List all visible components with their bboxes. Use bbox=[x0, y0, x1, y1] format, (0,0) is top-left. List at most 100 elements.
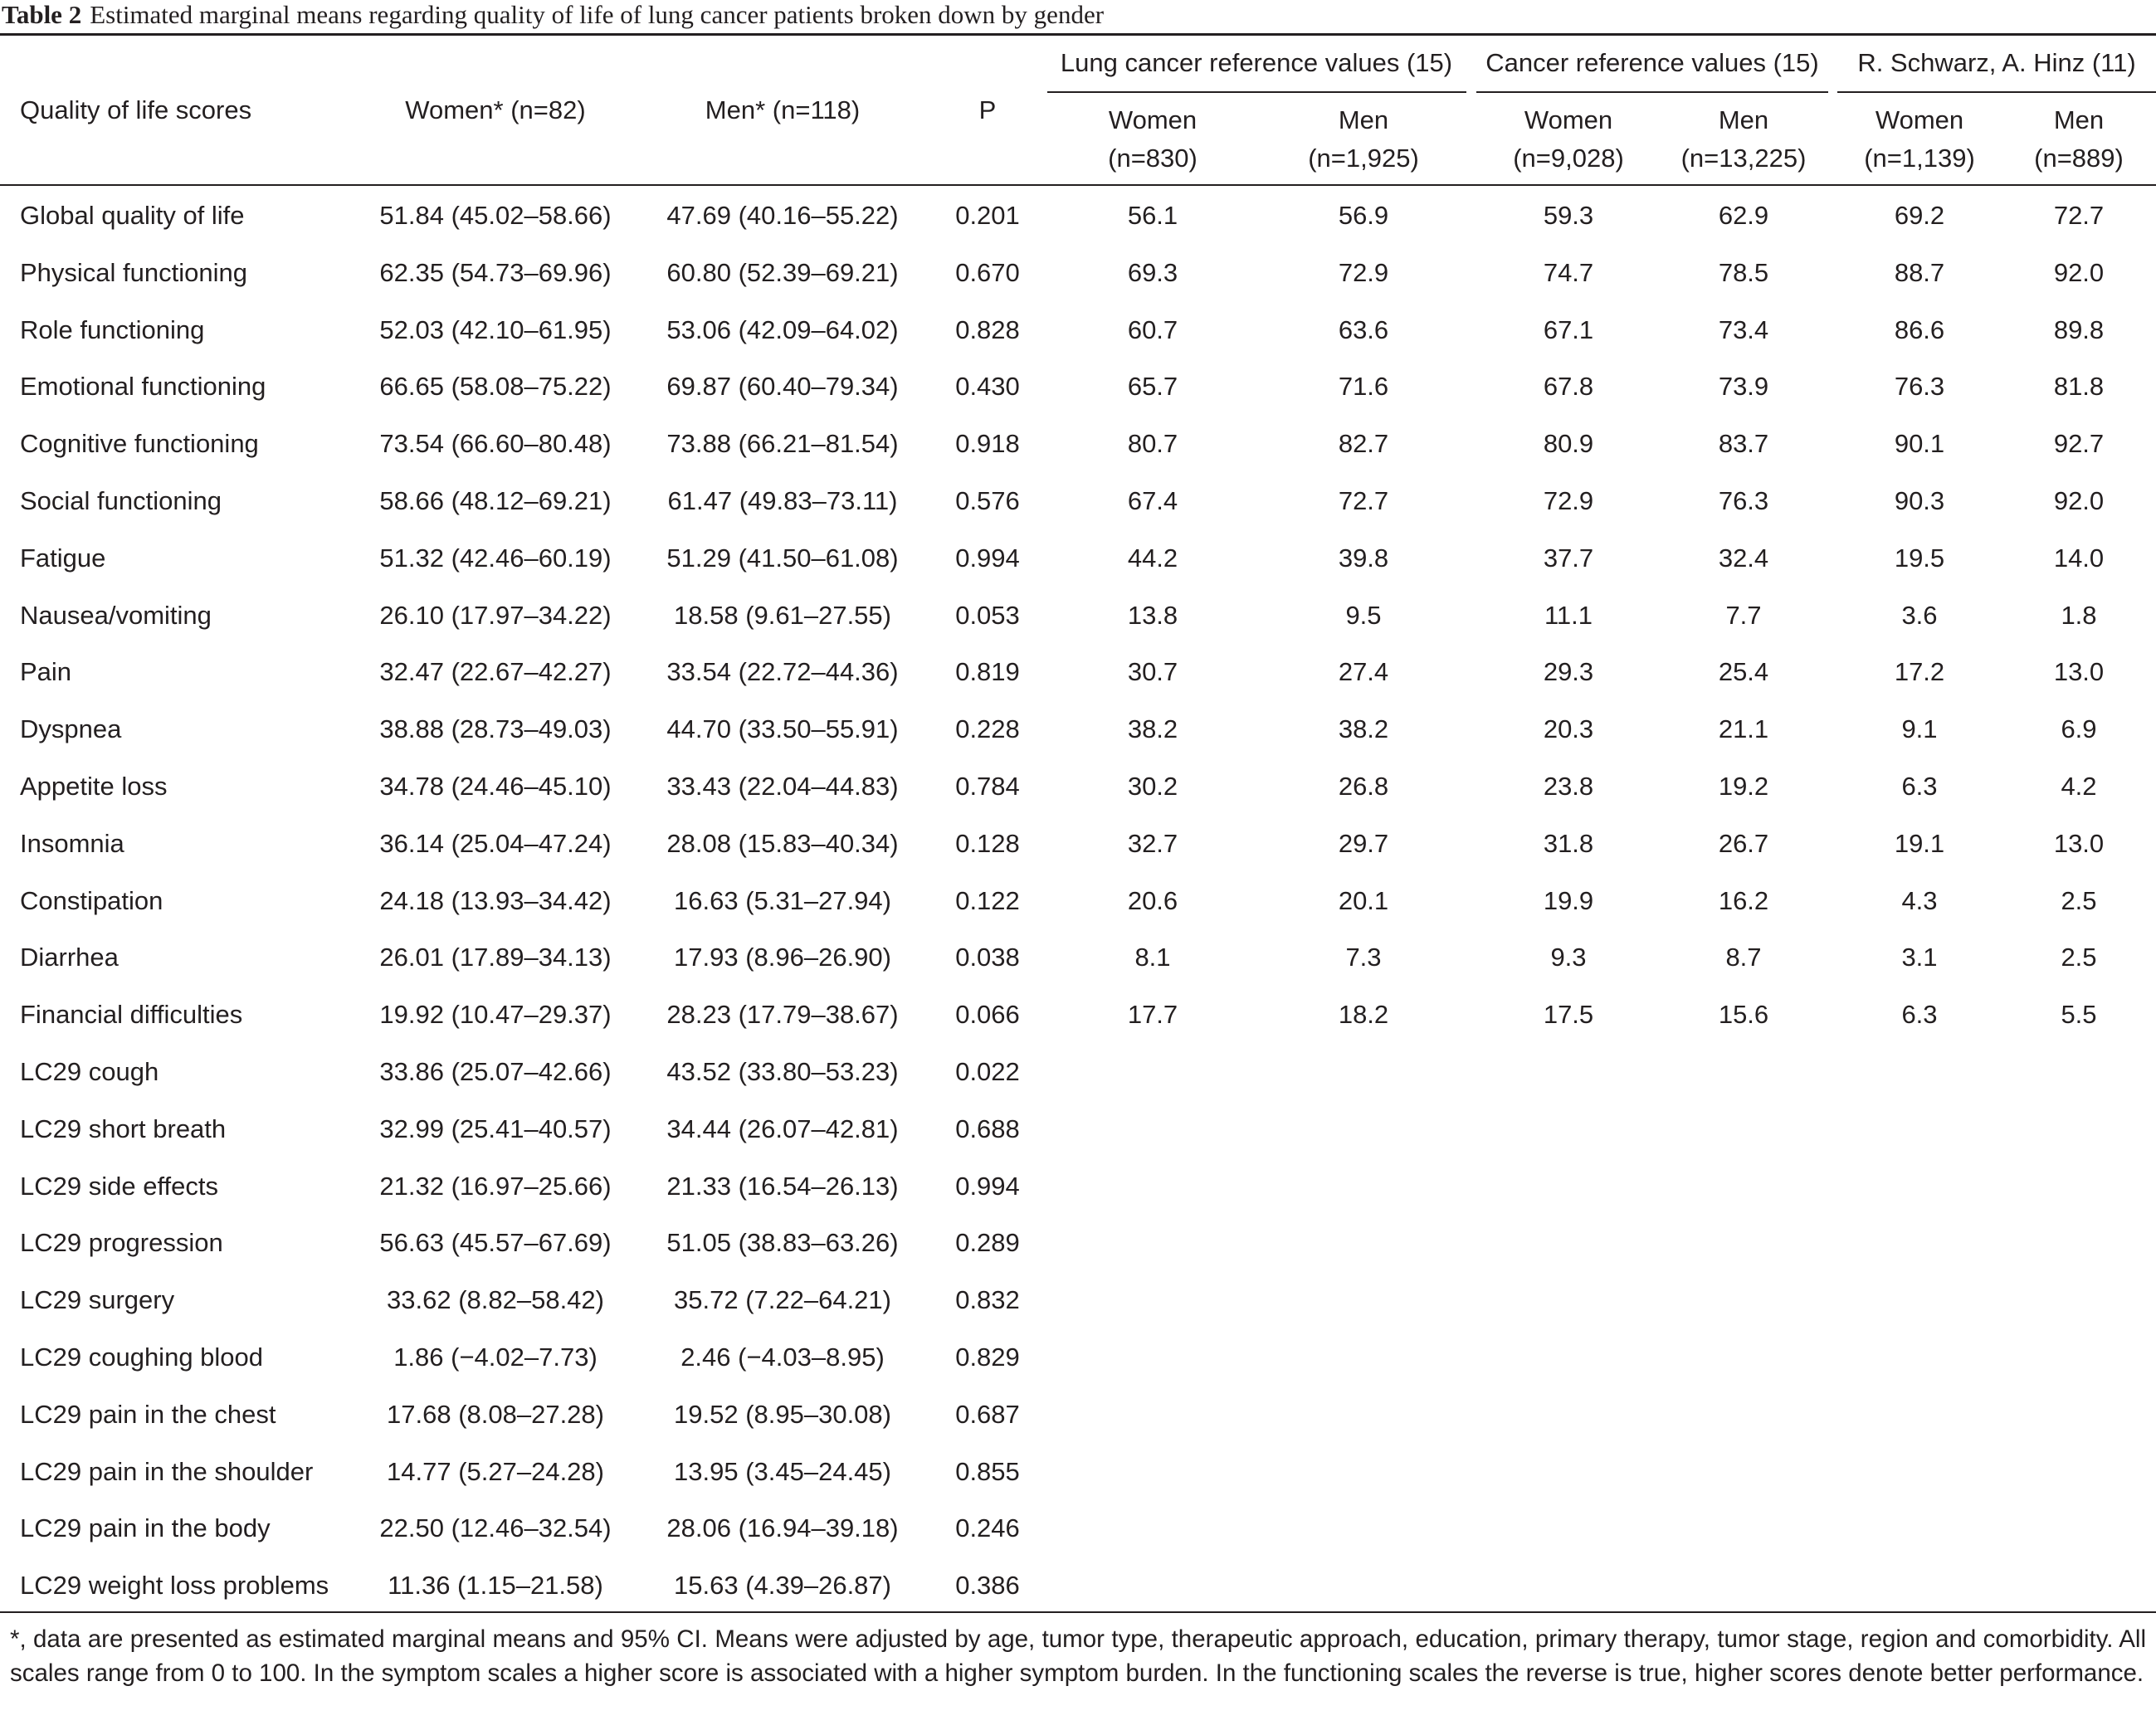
header-sub-women-n: (n=9,028) bbox=[1513, 144, 1624, 173]
cell-women: 62.35 (54.73–69.96) bbox=[379, 258, 612, 287]
cell-canc-m: 76.3 bbox=[1718, 486, 1769, 515]
cell-men: 60.80 (52.39–69.21) bbox=[666, 258, 899, 287]
cell-lung-m: 82.7 bbox=[1338, 429, 1389, 458]
cell-lung-w: 30.7 bbox=[1127, 657, 1178, 686]
row-score-name: Pain bbox=[20, 657, 72, 686]
cell-men: 13.95 (3.45–24.45) bbox=[674, 1457, 891, 1486]
row-score-name: Physical functioning bbox=[20, 258, 247, 287]
cell-lung-m: 27.4 bbox=[1338, 657, 1389, 686]
cell-sh-w: 86.6 bbox=[1894, 315, 1945, 344]
cell-p: 0.918 bbox=[955, 429, 1020, 458]
cell-p: 0.688 bbox=[955, 1114, 1020, 1143]
cell-men: 34.44 (26.07–42.81) bbox=[666, 1114, 899, 1143]
cell-women: 32.47 (22.67–42.27) bbox=[379, 657, 612, 686]
cell-lung-m: 72.7 bbox=[1338, 486, 1389, 515]
cell-canc-m: 8.7 bbox=[1725, 943, 1762, 972]
row-score-name: Nausea/vomiting bbox=[20, 601, 212, 630]
cell-lung-m: 38.2 bbox=[1338, 714, 1389, 743]
cell-sh-w: 19.1 bbox=[1894, 829, 1945, 858]
bottom-rule bbox=[0, 1611, 2156, 1613]
header-sub-women-n: (n=1,139) bbox=[1864, 144, 1975, 173]
cell-sh-w: 88.7 bbox=[1894, 258, 1945, 287]
cell-sh-m: 1.8 bbox=[2061, 601, 2097, 630]
header-men: Men* (n=118) bbox=[705, 95, 861, 124]
cell-sh-w: 3.1 bbox=[1901, 943, 1938, 972]
cell-canc-w: 67.8 bbox=[1543, 372, 1594, 401]
header-sub-women: Women bbox=[1875, 105, 1964, 134]
cell-p: 0.576 bbox=[955, 486, 1020, 515]
cell-lung-w: 60.7 bbox=[1127, 315, 1178, 344]
cell-lung-m: 39.8 bbox=[1338, 543, 1389, 573]
header-women: Women* (n=82) bbox=[405, 95, 586, 124]
group-rule bbox=[1047, 91, 1466, 93]
cell-men: 61.47 (49.83–73.11) bbox=[667, 486, 898, 515]
cell-men: 51.05 (38.83–63.26) bbox=[666, 1228, 899, 1257]
cell-p: 0.819 bbox=[955, 657, 1020, 686]
cell-canc-m: 78.5 bbox=[1718, 258, 1769, 287]
cell-canc-m: 16.2 bbox=[1718, 886, 1769, 915]
cell-p: 0.053 bbox=[955, 601, 1020, 630]
row-score-name: Social functioning bbox=[20, 486, 222, 515]
cell-lung-m: 71.6 bbox=[1338, 372, 1389, 401]
cell-women: 66.65 (58.08–75.22) bbox=[379, 372, 612, 401]
cell-p: 0.022 bbox=[955, 1057, 1020, 1086]
cell-sh-m: 14.0 bbox=[2053, 543, 2105, 573]
cell-lung-w: 65.7 bbox=[1127, 372, 1178, 401]
header-sub-men: Men bbox=[1338, 105, 1389, 134]
cell-p: 0.994 bbox=[955, 1172, 1020, 1201]
cell-women: 73.54 (66.60–80.48) bbox=[379, 429, 612, 458]
row-score-name: Constipation bbox=[20, 886, 163, 915]
cell-p: 0.128 bbox=[955, 829, 1020, 858]
header-sub-women: Women bbox=[1108, 105, 1198, 134]
cell-lung-m: 18.2 bbox=[1338, 1000, 1389, 1029]
cell-p: 0.038 bbox=[955, 943, 1020, 972]
cell-sh-m: 92.7 bbox=[2053, 429, 2105, 458]
cell-canc-w: 23.8 bbox=[1543, 772, 1594, 801]
cell-lung-w: 80.7 bbox=[1127, 429, 1178, 458]
row-score-name: Appetite loss bbox=[20, 772, 168, 801]
cell-canc-m: 73.4 bbox=[1718, 315, 1769, 344]
table-title: Estimated marginal means regarding quali… bbox=[90, 0, 1105, 29]
cell-p: 0.784 bbox=[955, 772, 1020, 801]
cell-lung-m: 56.9 bbox=[1338, 201, 1389, 230]
cell-sh-m: 72.7 bbox=[2053, 201, 2105, 230]
cell-sh-w: 76.3 bbox=[1894, 372, 1945, 401]
cell-p: 0.228 bbox=[955, 714, 1020, 743]
row-score-name: LC29 progression bbox=[20, 1228, 223, 1257]
cell-p: 0.994 bbox=[955, 543, 1020, 573]
row-score-name: LC29 pain in the chest bbox=[20, 1400, 276, 1429]
cell-lung-m: 7.3 bbox=[1345, 943, 1382, 972]
cell-canc-w: 20.3 bbox=[1543, 714, 1594, 743]
cell-sh-m: 6.9 bbox=[2061, 714, 2097, 743]
group-rule bbox=[1476, 91, 1828, 93]
cell-men: 44.70 (33.50–55.91) bbox=[666, 714, 899, 743]
cell-p: 0.829 bbox=[955, 1343, 1020, 1372]
cell-p: 0.832 bbox=[955, 1285, 1020, 1314]
row-score-name: LC29 side effects bbox=[20, 1172, 218, 1201]
cell-men: 16.63 (5.31–27.94) bbox=[674, 886, 891, 915]
cell-lung-m: 26.8 bbox=[1338, 772, 1389, 801]
cell-lung-m: 20.1 bbox=[1338, 886, 1389, 915]
cell-sh-m: 92.0 bbox=[2053, 486, 2105, 515]
cell-men: 33.54 (22.72–44.36) bbox=[666, 657, 899, 686]
cell-women: 56.63 (45.57–67.69) bbox=[379, 1228, 612, 1257]
cell-men: 73.88 (66.21–81.54) bbox=[666, 429, 899, 458]
cell-sh-w: 9.1 bbox=[1901, 714, 1938, 743]
cell-sh-w: 6.3 bbox=[1901, 1000, 1938, 1029]
header-scores: Quality of life scores bbox=[20, 95, 252, 124]
cell-canc-w: 74.7 bbox=[1543, 258, 1594, 287]
cell-lung-w: 13.8 bbox=[1127, 601, 1178, 630]
cell-canc-m: 7.7 bbox=[1725, 601, 1762, 630]
row-score-name: LC29 weight loss problems bbox=[20, 1571, 329, 1600]
header-sub-women-n: (n=830) bbox=[1108, 144, 1198, 173]
cell-p: 0.122 bbox=[955, 886, 1020, 915]
header-sub-men: Men bbox=[2053, 105, 2105, 134]
table-caption: Table 2 Estimated marginal means regardin… bbox=[2, 0, 1104, 30]
row-score-name: Dyspnea bbox=[20, 714, 122, 743]
cell-sh-w: 90.3 bbox=[1894, 486, 1945, 515]
cell-p: 0.289 bbox=[955, 1228, 1020, 1257]
cell-women: 26.10 (17.97–34.22) bbox=[379, 601, 612, 630]
cell-men: 2.46 (−4.03–8.95) bbox=[680, 1343, 885, 1372]
row-score-name: Cognitive functioning bbox=[20, 429, 259, 458]
